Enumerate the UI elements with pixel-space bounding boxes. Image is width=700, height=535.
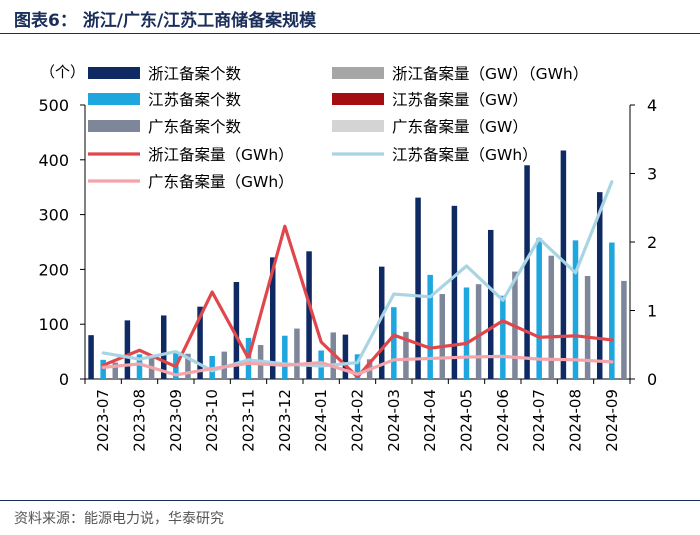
bar (306, 251, 312, 379)
bar (185, 353, 191, 379)
legend-label: 江苏备案量（GW） (392, 91, 528, 109)
x-tick-label: 2023-11 (240, 389, 258, 452)
legend-label: 江苏备案个数 (148, 91, 242, 109)
bar (548, 255, 555, 379)
y-tick-label-right: 4 (647, 96, 657, 115)
y-tick-label-right: 0 (647, 370, 657, 389)
x-tick-label: 2024-02 (349, 389, 367, 452)
bar (403, 331, 409, 379)
legend-label: 浙江备案个数 (148, 65, 242, 83)
series-line (101, 354, 614, 377)
bar (342, 334, 349, 379)
x-tick-label: 2023-12 (276, 389, 294, 452)
series-line (101, 180, 614, 373)
legend-label: 浙江备案量（GWh） (148, 146, 294, 164)
bar (294, 328, 300, 379)
legend-label: 浙江备案量（GW）（GWh） (392, 65, 588, 83)
bar (584, 275, 591, 379)
bar (391, 307, 397, 379)
bar (233, 282, 240, 379)
series-line (101, 224, 614, 379)
y-tick-label-right: 2 (647, 233, 657, 252)
y-tick-label-left: 0 (59, 370, 69, 389)
bar (536, 238, 542, 379)
bar (609, 242, 615, 379)
y-tick-label-left: 400 (38, 151, 69, 170)
legend-swatch (332, 120, 384, 132)
bar (572, 240, 579, 379)
bar (500, 295, 506, 379)
y-tick-label-left: 200 (38, 260, 69, 279)
bar (463, 287, 470, 379)
y-tick-label-left: 300 (38, 206, 69, 225)
y-tick-label-left: 500 (38, 96, 69, 115)
y-tick-label-right: 3 (647, 165, 657, 184)
bar (160, 315, 167, 379)
x-tick-label: 2024-04 (421, 389, 439, 452)
y-tick-label-left: 100 (38, 315, 69, 334)
legend-swatch (332, 67, 384, 79)
chart: 0 100 200 300 400 500 0 1 2 3 4 （个） 2023-07 2023-08 20… (38, 63, 657, 452)
bar (596, 192, 603, 379)
bar (524, 165, 530, 379)
legend-label: 广东备案量（GWh） (148, 173, 294, 191)
x-tick-label: 2024-06 (494, 389, 512, 452)
bar (269, 257, 276, 379)
bar (487, 229, 494, 379)
title-rule (0, 33, 700, 34)
axes: 0 100 200 300 400 500 0 1 2 3 4 （个） 2023-07 2023-08 20… (38, 63, 657, 452)
x-tick-label: 2024-09 (603, 389, 621, 452)
x-tick-label: 2024-05 (458, 389, 476, 452)
figure-title: 图表6： 浙江/广东/江苏工商储备案规模 (14, 11, 317, 31)
bar (282, 335, 288, 379)
bar (560, 150, 567, 379)
bar (475, 284, 482, 379)
source-rule (0, 500, 700, 501)
source-note: 资料来源：能源电力说，华泰研究 (14, 511, 224, 527)
bar-series (88, 150, 627, 379)
legend-swatch (88, 93, 140, 105)
x-tick-label: 2024-08 (567, 389, 585, 452)
legend-swatch (88, 67, 140, 79)
bar (451, 205, 458, 379)
y-tick-label-right: 1 (647, 302, 657, 321)
x-tick-label: 2023-07 (94, 389, 112, 452)
x-tick-label: 2024-01 (312, 389, 330, 452)
bar (427, 274, 433, 379)
bar (112, 362, 119, 379)
bar (621, 280, 627, 379)
x-tick-label: 2023-09 (167, 389, 185, 452)
legend-swatch (88, 120, 140, 132)
line-series (101, 180, 614, 379)
bar (378, 266, 385, 379)
bar (124, 320, 131, 379)
legend-label: 广东备案量（GW） (392, 118, 528, 136)
x-tick-label: 2023-08 (131, 389, 149, 452)
bar (136, 354, 143, 379)
legend-swatch (332, 93, 384, 105)
bar (197, 306, 203, 379)
bar (415, 197, 421, 379)
x-tick-label: 2024-07 (530, 389, 548, 452)
bar (100, 359, 106, 379)
x-tick-label: 2023-10 (203, 389, 221, 452)
legend-label: 广东备案个数 (148, 118, 242, 136)
legend-label: 江苏备案量（GWh） (392, 146, 538, 164)
bar (354, 354, 361, 379)
bar (439, 294, 446, 379)
bar (88, 335, 94, 379)
y-axis-unit: （个） (40, 63, 85, 81)
x-tick-label: 2024-03 (385, 389, 403, 452)
